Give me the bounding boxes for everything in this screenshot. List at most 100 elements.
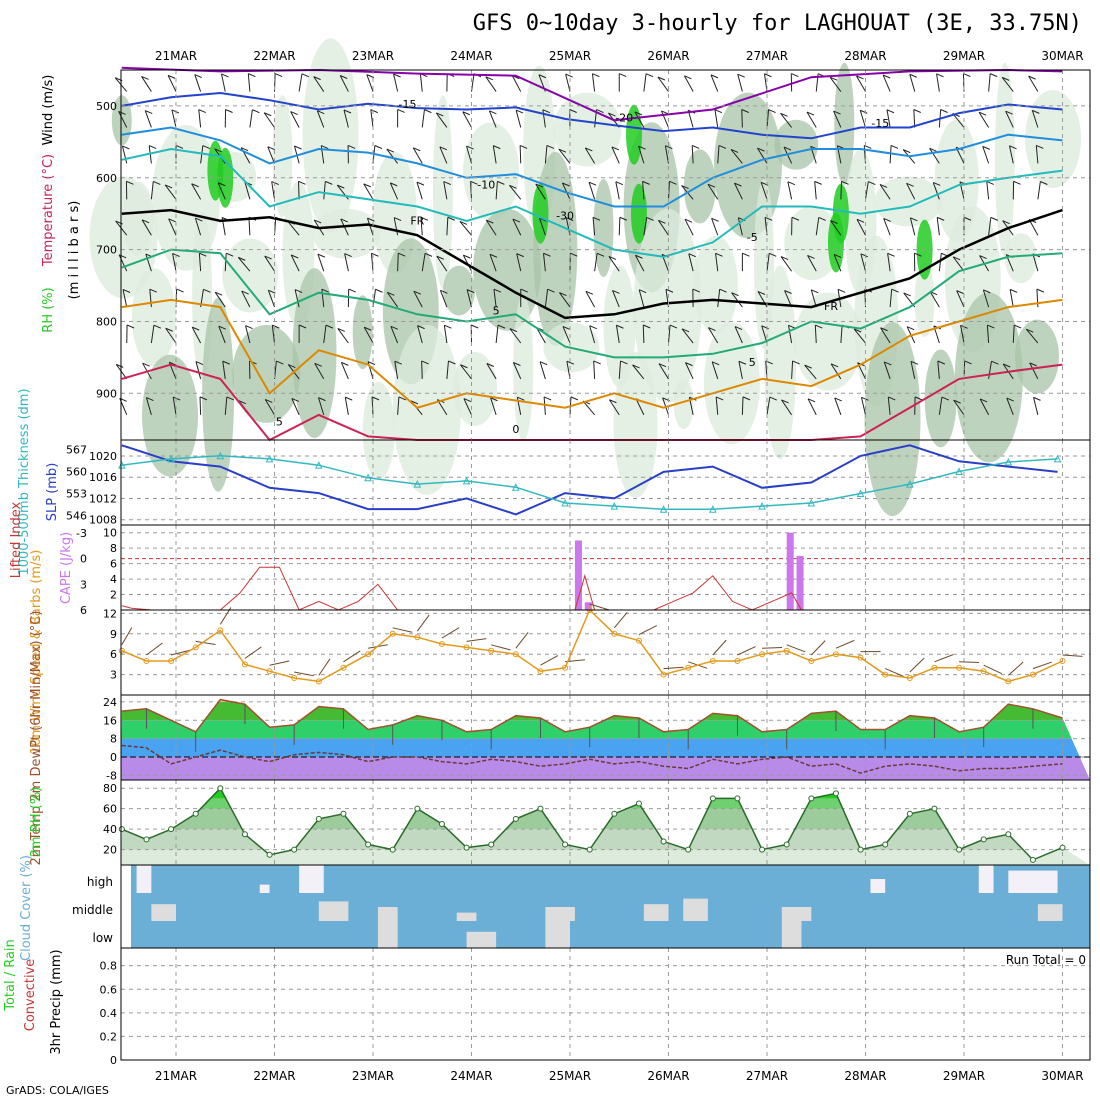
- wind-barb-flag: [891, 288, 899, 293]
- surface-wind-barb: [515, 632, 529, 649]
- wind-barb-flag: [1002, 220, 1010, 225]
- wind-barb: [544, 145, 548, 164]
- wind-barb: [191, 326, 202, 344]
- wind-barb-flag: [126, 324, 135, 329]
- wind-barb: [413, 290, 423, 308]
- cloud-block: [870, 879, 886, 893]
- wind-barb: [386, 292, 399, 308]
- wind-barb-flag: [741, 109, 749, 113]
- wind-barb: [707, 183, 719, 200]
- wind-barb: [887, 253, 891, 272]
- wind-barb-flag: [198, 109, 206, 114]
- temp-tick: 16: [103, 714, 117, 727]
- slp-tick: 1016: [89, 471, 117, 484]
- rh-blob: [673, 379, 694, 430]
- wind-barb-flag: [681, 328, 690, 333]
- wind-barb: [910, 361, 916, 380]
- wind-barb-flag: [1028, 75, 1036, 80]
- wind-barb: [149, 289, 152, 308]
- rh-blob: [784, 206, 841, 281]
- wind-barb-flag: [515, 109, 524, 114]
- wind-barb: [929, 291, 940, 308]
- wind-speed-point: [857, 654, 864, 661]
- wind-barb-flag: [222, 360, 230, 365]
- wind-barb: [787, 181, 793, 200]
- surface-wind-barb: [441, 627, 460, 639]
- wind-barb: [731, 292, 743, 308]
- temp-bands: [121, 699, 1090, 780]
- rh-blob: [272, 95, 293, 218]
- wind-barb-flag: [661, 110, 669, 115]
- wind-barb: [936, 73, 940, 92]
- wind-barb-flag: [914, 396, 923, 401]
- rh-blob: [352, 295, 373, 370]
- wind-barb: [313, 76, 325, 92]
- date-label-bottom: 23MAR: [352, 1069, 394, 1083]
- wind-barb: [711, 361, 719, 380]
- wind-speed-point: [832, 651, 839, 658]
- surface-wind-barb: [810, 640, 826, 656]
- wind-barb: [466, 289, 472, 308]
- wind-barb: [882, 74, 891, 92]
- wind-barb: [1025, 328, 1039, 344]
- wind-barb: [122, 289, 128, 308]
- cloud-block: [545, 907, 575, 921]
- wind-barb: [421, 109, 425, 128]
- cloud-block: [259, 884, 270, 893]
- wind-barb-flag: [806, 111, 815, 116]
- temp-tick: -8: [106, 769, 117, 782]
- wind-barb-flag: [1036, 145, 1044, 149]
- wind-barb: [780, 112, 793, 128]
- wind-barb: [609, 399, 620, 416]
- rh-blob: [513, 295, 534, 442]
- precip-tick: 0.2: [100, 1030, 118, 1043]
- date-label-bottom: 27MAR: [746, 1069, 788, 1083]
- wind-barb: [214, 291, 226, 308]
- rh-blob: [442, 265, 475, 316]
- wind-barb: [194, 74, 202, 92]
- wind-barb: [543, 396, 546, 415]
- precip-tick: 0.6: [100, 983, 118, 996]
- contour-label: -20: [615, 112, 633, 125]
- wind-barb: [1005, 110, 1014, 128]
- date-label-bottom: 28MAR: [844, 1069, 886, 1083]
- wind-barb: [691, 145, 694, 164]
- rh2m-point: [168, 826, 175, 833]
- wind-barb-flag: [241, 290, 249, 295]
- wind-barb: [612, 290, 620, 308]
- wind-barb-flag: [463, 398, 472, 403]
- wind-barb: [371, 396, 374, 415]
- wind-barb: [559, 292, 571, 308]
- wind-barb-flag: [126, 180, 134, 185]
- wind-barb: [267, 146, 275, 164]
- li-tick: 0: [80, 553, 87, 566]
- temp-tick: 8: [110, 733, 117, 746]
- wind-barb-flag: [276, 360, 284, 365]
- wind-barb-flag: [692, 288, 701, 293]
- wind-barb-flag: [853, 328, 862, 333]
- wind-barb-flag: [497, 324, 506, 329]
- wind-barb-flag: [291, 397, 300, 402]
- wind-barb: [370, 253, 374, 272]
- wind-barb: [416, 181, 423, 200]
- wind-barb-flag: [991, 360, 999, 365]
- wind-barb-flag: [837, 288, 846, 293]
- wind-barb-flag: [291, 254, 299, 259]
- wind-barb-flag: [298, 180, 306, 185]
- wind-barb-flag: [632, 364, 640, 369]
- wind-barb-flag: [317, 253, 326, 258]
- wind-barb-flag: [596, 252, 605, 257]
- rh-blob: [141, 354, 198, 477]
- rh-blob: [463, 122, 520, 221]
- wind-barb: [780, 256, 793, 272]
- wind-barb-flag: [314, 219, 322, 224]
- rh2m-point: [512, 815, 519, 822]
- li-axis-label: Lifted Index: [9, 501, 24, 578]
- wind-barb: [489, 254, 497, 272]
- wind-barb: [490, 397, 497, 416]
- surface-wind-barb: [959, 661, 980, 663]
- wind-barb-flag: [910, 360, 919, 365]
- wind-barb-flag: [459, 220, 468, 225]
- wind-barb-flag: [642, 180, 650, 185]
- wind-barb-flag: [734, 182, 742, 187]
